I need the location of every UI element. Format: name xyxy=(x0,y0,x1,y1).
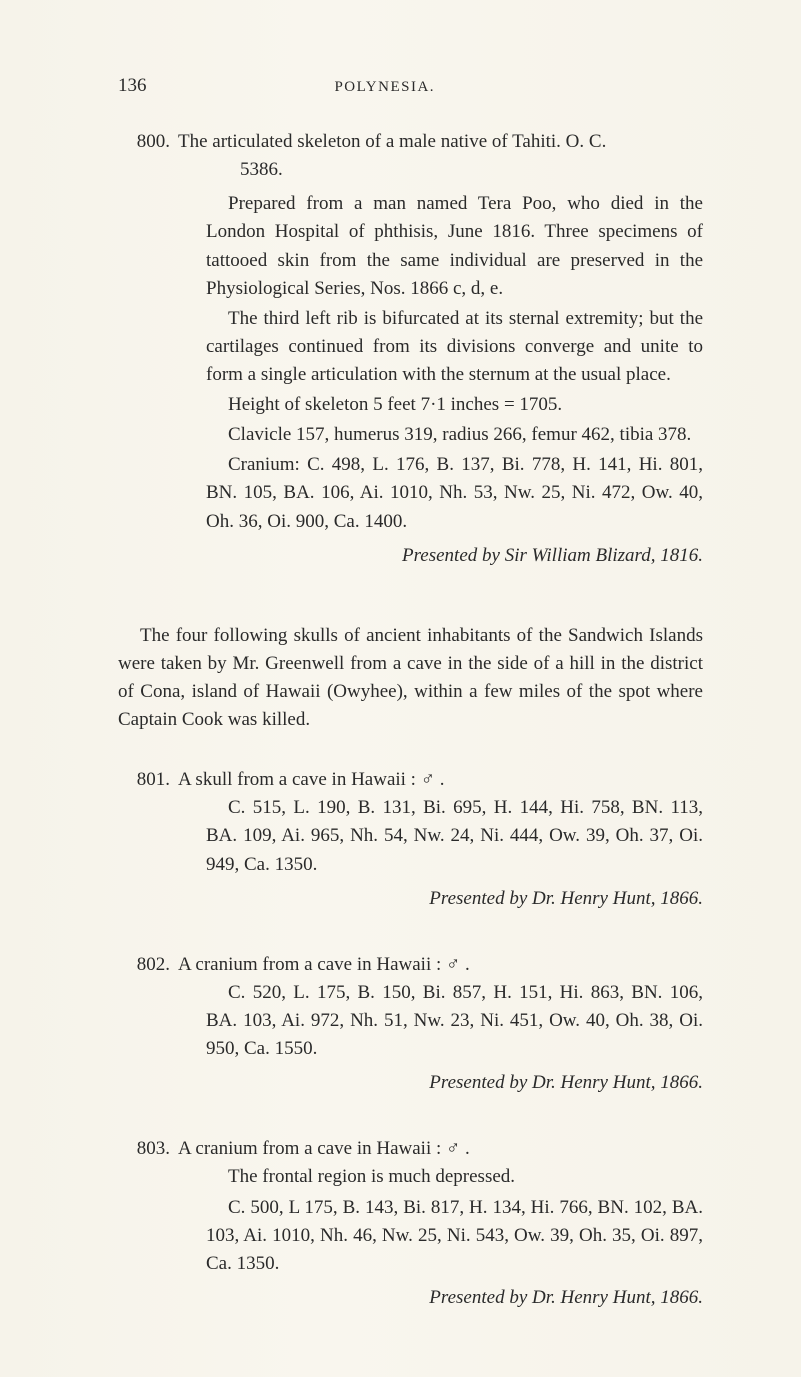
entry-body: A cranium from a cave in Hawaii : ♂ . C.… xyxy=(178,951,703,1098)
entry-details: The frontal region is much depressed. C.… xyxy=(178,1163,703,1277)
entry-details: C. 520, L. 175, B. 150, Bi. 857, H. 151,… xyxy=(178,979,703,1063)
entry-body: A skull from a cave in Hawaii : ♂ . C. 5… xyxy=(178,766,703,913)
entry-number: 803. xyxy=(118,1135,178,1312)
entry-details: Prepared from a man named Tera Poo, who … xyxy=(178,190,703,535)
page-header: 136 POLYNESIA. xyxy=(118,72,703,100)
entry-title: A cranium from a cave in Hawaii : ♂ . xyxy=(178,951,703,979)
presented-line: Presented by Dr. Henry Hunt, 1866. xyxy=(178,885,703,913)
spacer xyxy=(118,923,703,951)
entry-title: A cranium from a cave in Hawaii : ♂ . xyxy=(178,1135,703,1163)
page: 136 POLYNESIA. 800. The articulated skel… xyxy=(0,0,801,1377)
spacer xyxy=(118,1107,703,1135)
presented-line: Presented by Dr. Henry Hunt, 1866. xyxy=(178,1284,703,1312)
entry-title-line2: 5386. xyxy=(196,159,283,180)
entry-number: 800. xyxy=(118,128,178,570)
entry-title: The articulated skeleton of a male nativ… xyxy=(178,128,703,184)
entry-para: C. 515, L. 190, B. 131, Bi. 695, H. 144,… xyxy=(206,794,703,878)
catalog-entry: 803. A cranium from a cave in Hawaii : ♂… xyxy=(118,1135,703,1312)
entry-number: 801. xyxy=(118,766,178,913)
presented-line: Presented by Dr. Henry Hunt, 1866. xyxy=(178,1069,703,1097)
entry-title-line1: The articulated skeleton of a male nativ… xyxy=(178,131,606,152)
entry-para: The frontal region is much depressed. xyxy=(206,1163,703,1191)
entry-para: Clavicle 157, humerus 319, radius 266, f… xyxy=(206,421,703,449)
entry-title: A skull from a cave in Hawaii : ♂ . xyxy=(178,766,703,794)
entry-para: Cranium: C. 498, L. 176, B. 137, Bi. 778… xyxy=(206,451,703,535)
catalog-entry: 802. A cranium from a cave in Hawaii : ♂… xyxy=(118,951,703,1098)
entry-para: Prepared from a man named Tera Poo, who … xyxy=(206,190,703,302)
entry-para: Height of skeleton 5 feet 7·1 inches = 1… xyxy=(206,391,703,419)
entry-body: The articulated skeleton of a male nativ… xyxy=(178,128,703,570)
entry-para: The third left rib is bifurcated at its … xyxy=(206,305,703,389)
entry-number: 802. xyxy=(118,951,178,1098)
section-intro: The four following skulls of ancient inh… xyxy=(118,622,703,734)
entry-body: A cranium from a cave in Hawaii : ♂ . Th… xyxy=(178,1135,703,1312)
catalog-entry: 800. The articulated skeleton of a male … xyxy=(118,128,703,570)
presented-line: Presented by Sir William Blizard, 1816. xyxy=(178,542,703,570)
entry-para: C. 520, L. 175, B. 150, Bi. 857, H. 151,… xyxy=(206,979,703,1063)
running-head: POLYNESIA. xyxy=(107,76,664,98)
entry-para: C. 500, L 175, B. 143, Bi. 817, H. 134, … xyxy=(206,1194,703,1278)
catalog-entry: 801. A skull from a cave in Hawaii : ♂ .… xyxy=(118,766,703,913)
entry-details: C. 515, L. 190, B. 131, Bi. 695, H. 144,… xyxy=(178,794,703,878)
